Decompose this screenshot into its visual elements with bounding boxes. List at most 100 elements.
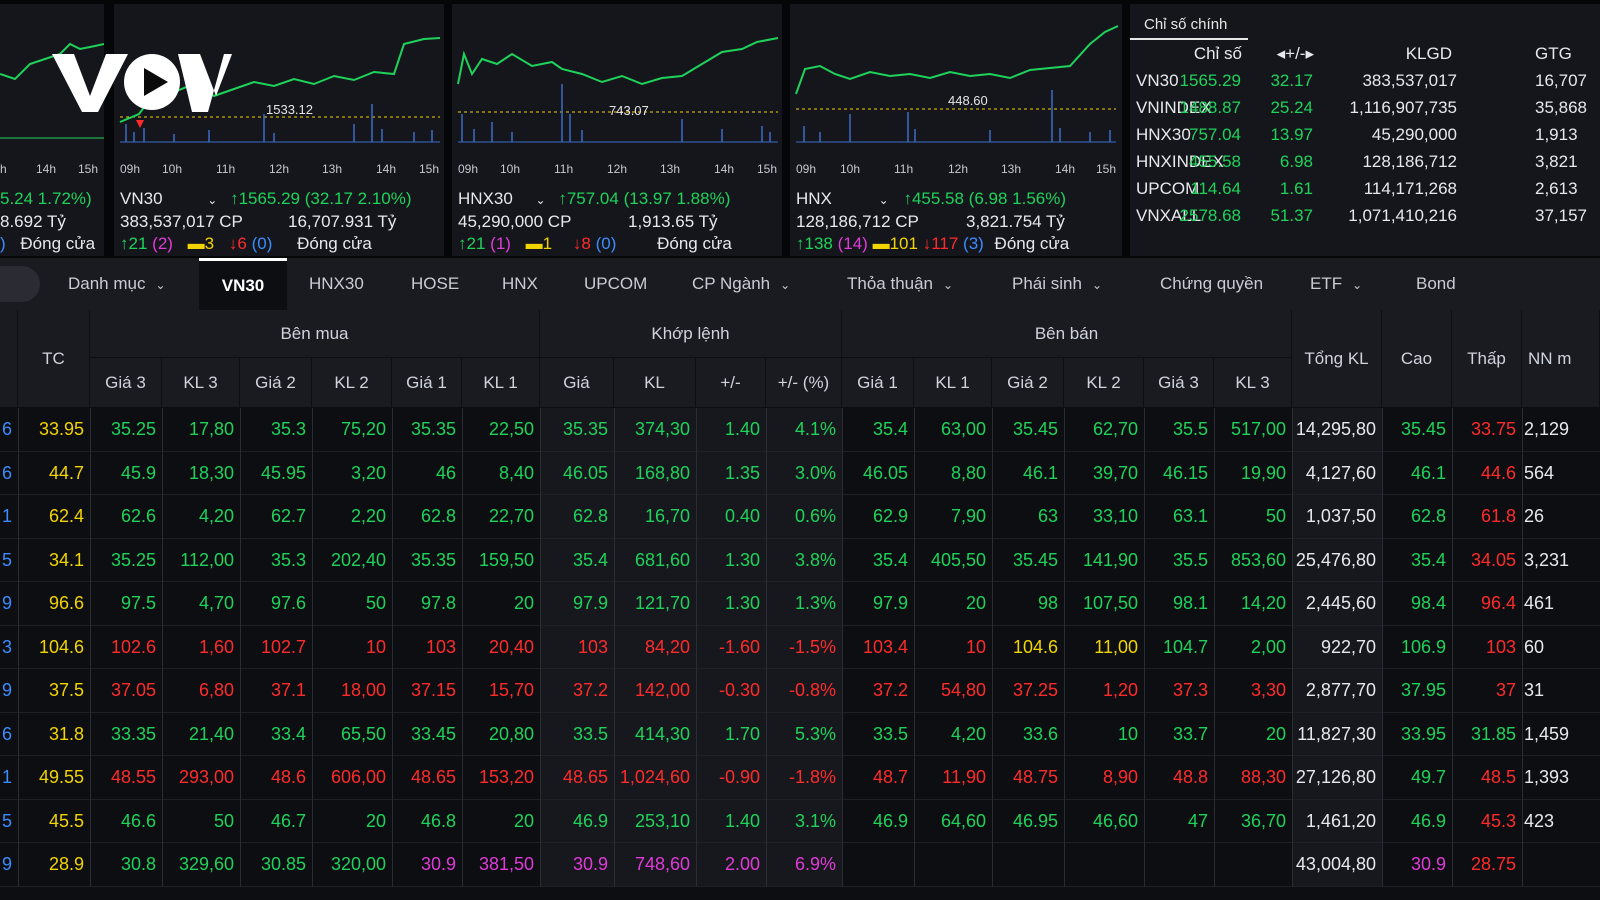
stock-code-fragment[interactable]: 6 (1, 723, 12, 744)
cell-kl-3[interactable]: 21,40 (188, 723, 234, 744)
cell-gi-1[interactable]: 37.15 (410, 680, 456, 700)
tab-vn30[interactable]: VN30 (199, 258, 287, 310)
stock-code-fragment[interactable]: 5 (1, 810, 12, 831)
cell-kl-1[interactable]: 10 (965, 636, 986, 657)
cell-gi-2[interactable]: 102.7 (260, 636, 306, 657)
cell-kl-2[interactable]: 107,50 (1082, 593, 1138, 613)
stock-code-fragment[interactable]: 9 (1, 593, 12, 613)
cell-gi-2[interactable]: 62.7 (270, 506, 306, 526)
cell-kl-1[interactable]: 20,80 (488, 723, 534, 744)
cell-gi-3[interactable]: 35.5 (1172, 419, 1208, 439)
cell-gi-1[interactable]: 46.8 (420, 810, 456, 831)
cell-gi-3[interactable]: 45.9 (120, 462, 156, 483)
cell-kl-1[interactable]: 8,80 (950, 462, 986, 483)
table-row[interactable]: 9 96.6 97.5 4,70 97.6 50 97.8 20 97.9 121,70 1.30 1… (0, 582, 1600, 626)
cell-gi-2[interactable]: 98 (1037, 593, 1058, 613)
cell-kl-2[interactable]: 39,70 (1092, 462, 1138, 483)
cell-kl-2[interactable]: 3,20 (350, 462, 386, 483)
index-panel-vn30[interactable]: 1533.12 09h 10h 11h 12h 13h 14h 15h VN30 ⌄ ↑15… (114, 4, 444, 256)
cell-gi-1[interactable]: 62.8 (420, 506, 456, 526)
cell-gi-1[interactable]: 103.4 (862, 636, 908, 657)
cell-kl-1[interactable]: 15,70 (488, 680, 534, 700)
table-row[interactable]: 1 49.55 48.55 293,00 48.6 606,00 48.65 153,20 48… (0, 756, 1600, 800)
index-row[interactable]: VNXALL 2578.68 51.37 1,071,410,216 37,157 (1130, 206, 1600, 232)
cell-kl-3[interactable]: 517,00 (1230, 419, 1286, 439)
cell-kl-2[interactable]: 606,00 (330, 767, 386, 787)
cell-gi-3[interactable]: 46.6 (120, 810, 156, 831)
index-panel-vnindex[interactable]: h 14h 15h 5.24 1.72%) 8.692 Tỷ ) Đóng cửa (0, 4, 104, 256)
cell-kl-3[interactable]: 2,00 (1250, 636, 1286, 657)
cell-kl-2[interactable]: 202,40 (330, 549, 386, 570)
cell-kl-2[interactable]: 141,90 (1082, 549, 1138, 570)
cell-kl-1[interactable] (914, 843, 992, 886)
sort-toggle[interactable]: ◂+/-▸ (1276, 44, 1314, 63)
cell-kl-3[interactable]: 18,30 (188, 462, 234, 483)
cell-gi-2[interactable]: 45.95 (260, 462, 306, 483)
cell-kl-1[interactable]: 63,00 (940, 419, 986, 439)
cell-kl-2[interactable]: 10 (1117, 723, 1138, 744)
cell-gi-1[interactable]: 33.45 (410, 723, 456, 744)
cell-gi-2[interactable]: 46.95 (1012, 810, 1058, 831)
cell-gi-2[interactable]: 30.85 (260, 854, 306, 874)
chevron-down-icon[interactable]: ⌄ (207, 193, 218, 207)
cell-gi-3[interactable]: 30.8 (120, 854, 156, 874)
cell-kl-1[interactable]: 405,50 (930, 549, 986, 570)
cell-gi-3[interactable]: 62.6 (120, 506, 156, 526)
stock-code-fragment[interactable]: 6 (1, 462, 12, 483)
cell-gi-3[interactable]: 37.3 (1172, 680, 1208, 700)
cell-kl-2[interactable]: 65,50 (340, 723, 386, 744)
cell-kl-1[interactable]: 22,70 (488, 506, 534, 526)
table-row[interactable]: 6 31.8 33.35 21,40 33.4 65,50 33.45 20,80 33.5 41… (0, 713, 1600, 757)
cell-gi-3[interactable]: 97.5 (120, 593, 156, 613)
cell-kl-1[interactable]: 381,50 (478, 854, 534, 874)
cell-gi-3[interactable]: 98.1 (1172, 593, 1208, 613)
cell-gi-1[interactable]: 97.9 (872, 593, 908, 613)
cell-gi-3[interactable]: 35.25 (110, 549, 156, 570)
cell-kl-1[interactable]: 64,60 (940, 810, 986, 831)
index-panel-hnx30[interactable]: 743.07 09h 10h 11h 12h 13h 14h 15h HNX30 ⌄ ↑75… (452, 4, 782, 256)
cell-kl-3[interactable]: 36,70 (1240, 810, 1286, 831)
cell-gi-1[interactable]: 35.35 (410, 419, 456, 439)
tab-hnx30[interactable]: HNX30 (309, 258, 364, 310)
cell-gi-2[interactable]: 63 (1037, 506, 1058, 526)
cell-gi-2[interactable]: 48.75 (1012, 767, 1058, 787)
cell-kl-1[interactable]: 7,90 (950, 506, 986, 526)
cell-kl-2[interactable]: 2,20 (350, 506, 386, 526)
tab-phái-sinh[interactable]: Phái sinh ⌄ (1012, 258, 1102, 310)
cell-kl-3[interactable]: 329,60 (178, 854, 234, 874)
cell-gi-2[interactable]: 46.7 (270, 810, 306, 831)
stock-code-fragment[interactable]: 1 (1, 506, 12, 526)
cell-kl-3[interactable]: 20 (1265, 723, 1286, 744)
cell-kl-2[interactable]: 10 (365, 636, 386, 657)
cell-kl-1[interactable]: 11,90 (942, 767, 986, 787)
cell-kl-1[interactable]: 20,40 (488, 636, 534, 657)
stock-code-fragment[interactable]: 1 (1, 767, 12, 787)
cell-kl-2[interactable]: 33,10 (1092, 506, 1138, 526)
cell-kl-3[interactable]: 14,20 (1240, 593, 1286, 613)
index-row[interactable]: HNXINDEX 455.58 6.98 128,186,712 3,821 (1130, 152, 1600, 178)
cell-gi-2[interactable]: 104.6 (1012, 636, 1058, 657)
cell-gi-3[interactable]: 35.5 (1172, 549, 1208, 570)
cell-kl-3[interactable]: 17,80 (188, 419, 234, 439)
tab-hnx[interactable]: HNX (502, 258, 538, 310)
cell-gi-1[interactable]: 48.65 (410, 767, 456, 787)
tab-etf[interactable]: ETF ⌄ (1310, 258, 1362, 310)
cell-gi-1[interactable]: 97.8 (420, 593, 456, 613)
tab-cp-ngành[interactable]: CP Ngành ⌄ (692, 258, 790, 310)
cell-gi-3[interactable]: 33.35 (110, 723, 156, 744)
cell-gi-2[interactable]: 37.25 (1012, 680, 1058, 700)
index-panel-hnx[interactable]: 448.60 09h 10h 11h 12h 13h 14h 15h HNX ⌄ ↑455.… (790, 4, 1122, 256)
cell-gi-1[interactable]: 35.4 (872, 419, 908, 439)
cell-gi-2[interactable]: 48.6 (270, 767, 306, 787)
cell-gi-2[interactable]: 37.1 (270, 680, 306, 700)
cell-gi-3[interactable]: 47 (1187, 810, 1208, 831)
search-pill[interactable] (0, 266, 40, 302)
cell-gi-3[interactable]: 48.55 (110, 767, 156, 787)
cell-kl-1[interactable]: 20 (513, 810, 534, 831)
cell-kl-1[interactable]: 159,50 (478, 549, 534, 570)
cell-gi-3[interactable]: 102.6 (110, 636, 156, 657)
cell-gi-2[interactable]: 35.3 (270, 419, 306, 439)
chevron-down-icon[interactable]: ⌄ (535, 193, 546, 207)
cell-gi-1[interactable]: 35.4 (872, 549, 908, 570)
cell-gi-3[interactable]: 35.25 (110, 419, 156, 439)
